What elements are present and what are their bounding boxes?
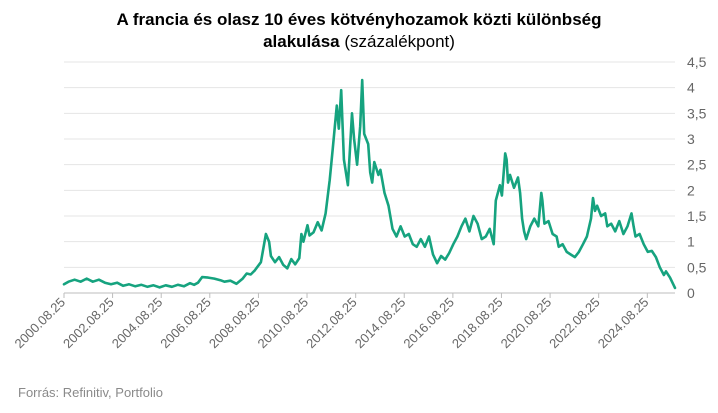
y-tick-label: 2 (687, 182, 695, 198)
y-tick-label: 0,5 (687, 259, 707, 275)
gridlines (64, 61, 675, 294)
chart-title-line1: A francia és olasz 10 éves kötvényhozamo… (116, 10, 602, 29)
y-tick-label: 3 (687, 131, 695, 147)
x-tick-label: 2010.08.25 (255, 295, 312, 352)
x-tick-label: 2008.08.25 (206, 295, 263, 352)
x-axis: 2000.08.252002.08.252004.08.252006.08.25… (11, 293, 651, 351)
x-tick-label: 2022.08.25 (546, 295, 603, 352)
y-tick-label: 3,5 (687, 105, 707, 121)
x-tick-label: 2014.08.25 (352, 295, 409, 352)
y-tick-label: 1,5 (687, 208, 707, 224)
y-axis: 0 0,5 1 1,5 2 2,5 3 3,5 4 4,5 (687, 54, 707, 301)
y-tick-label: 0 (687, 285, 695, 301)
source-note: Forrás: Refinitiv, Portfolio (18, 385, 163, 400)
x-tick-label: 2000.08.25 (11, 295, 68, 352)
y-tick-label: 2,5 (687, 157, 707, 173)
series-group (62, 78, 677, 290)
x-tick-label: 2006.08.25 (157, 295, 214, 352)
x-tick-label: 2012.08.25 (303, 295, 360, 352)
chart-title-line2-bold: alakulása (263, 32, 340, 51)
x-tick-label: 2016.08.25 (400, 295, 457, 352)
y-tick-label: 4,5 (687, 54, 707, 70)
x-tick-label: 2018.08.25 (449, 295, 506, 352)
chart-title: A francia és olasz 10 éves kötvényhozamo… (0, 9, 718, 53)
x-tick-label: 2002.08.25 (60, 295, 117, 352)
x-tick-label: 2004.08.25 (109, 295, 166, 352)
x-tick-label: 2024.08.25 (595, 295, 652, 352)
chart-title-line2-rest: (százalékpont) (344, 32, 455, 51)
y-tick-label: 4 (687, 80, 695, 96)
y-tick-label: 1 (687, 234, 695, 250)
series-line (62, 78, 677, 290)
x-tick-label: 2020.08.25 (498, 295, 555, 352)
chart-title-line2: alakulása (százalékpont) (0, 31, 718, 53)
